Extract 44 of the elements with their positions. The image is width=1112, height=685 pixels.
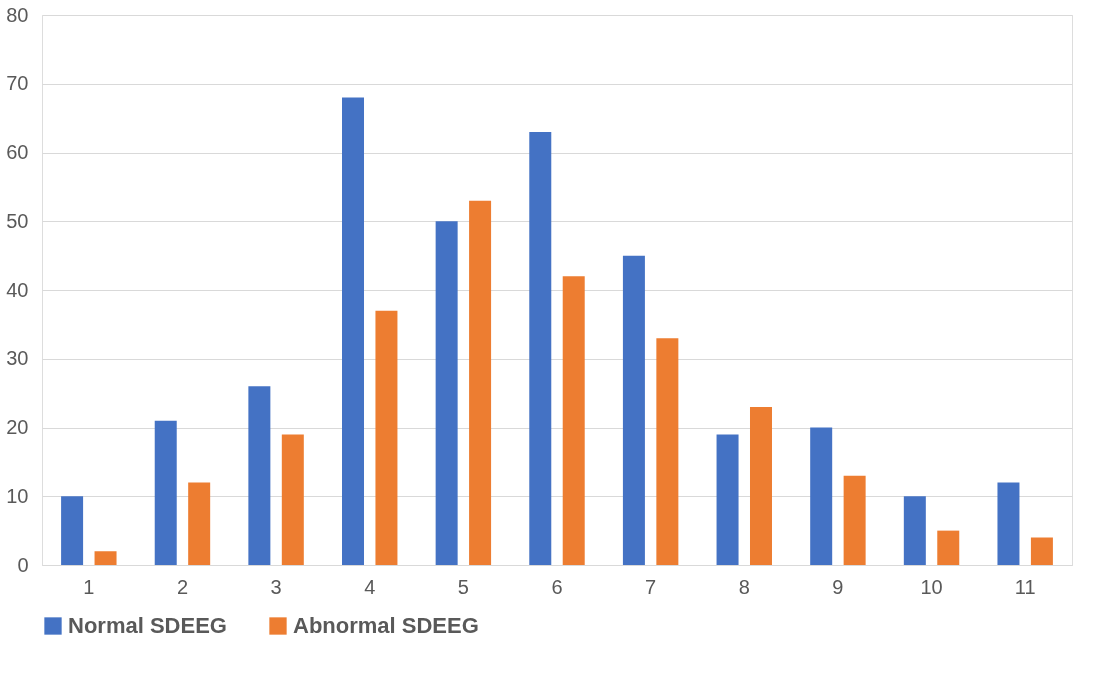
bar bbox=[469, 200, 492, 565]
y-tick-label: 40 bbox=[6, 278, 29, 301]
bar bbox=[749, 406, 772, 565]
bar bbox=[843, 475, 866, 565]
bar bbox=[810, 427, 833, 565]
bar bbox=[435, 221, 458, 565]
x-tick-label: 1 bbox=[83, 575, 95, 598]
x-tick-label: 2 bbox=[176, 575, 189, 598]
y-tick-label: 80 bbox=[6, 3, 29, 26]
x-tick-label: 10 bbox=[920, 575, 943, 598]
bar bbox=[529, 131, 552, 565]
legend-label: Abnormal SDEEG bbox=[293, 613, 479, 638]
bar bbox=[997, 482, 1020, 565]
bar bbox=[94, 551, 117, 565]
x-tick-label: 6 bbox=[551, 575, 563, 598]
bar bbox=[281, 434, 304, 565]
y-tick-label: 70 bbox=[6, 72, 29, 95]
bar bbox=[154, 420, 177, 565]
y-tick-label: 10 bbox=[6, 484, 29, 507]
bar bbox=[903, 496, 926, 565]
x-tick-label: 3 bbox=[270, 575, 282, 598]
bar bbox=[375, 310, 398, 565]
legend-label: Normal SDEEG bbox=[68, 613, 227, 638]
bar bbox=[61, 496, 84, 565]
bar bbox=[716, 434, 739, 565]
y-tick-label: 0 bbox=[17, 553, 29, 576]
x-tick-label: 11 bbox=[1014, 575, 1036, 598]
x-tick-label: 8 bbox=[738, 575, 750, 598]
y-tick-label: 30 bbox=[6, 347, 29, 370]
bar bbox=[1030, 537, 1053, 565]
bar bbox=[937, 530, 960, 565]
y-tick-label: 60 bbox=[6, 141, 29, 163]
x-tick-label: 4 bbox=[364, 575, 376, 598]
bar bbox=[622, 255, 645, 565]
x-tick-label: 9 bbox=[832, 575, 844, 598]
y-tick-label: 50 bbox=[6, 209, 29, 232]
bar bbox=[342, 97, 365, 565]
bar bbox=[656, 338, 679, 565]
x-tick-label: 7 bbox=[645, 575, 657, 598]
x-tick-label: 5 bbox=[457, 575, 469, 598]
bar bbox=[562, 276, 585, 565]
bar bbox=[188, 482, 211, 565]
bar bbox=[248, 386, 271, 565]
y-tick-label: 20 bbox=[6, 416, 29, 438]
